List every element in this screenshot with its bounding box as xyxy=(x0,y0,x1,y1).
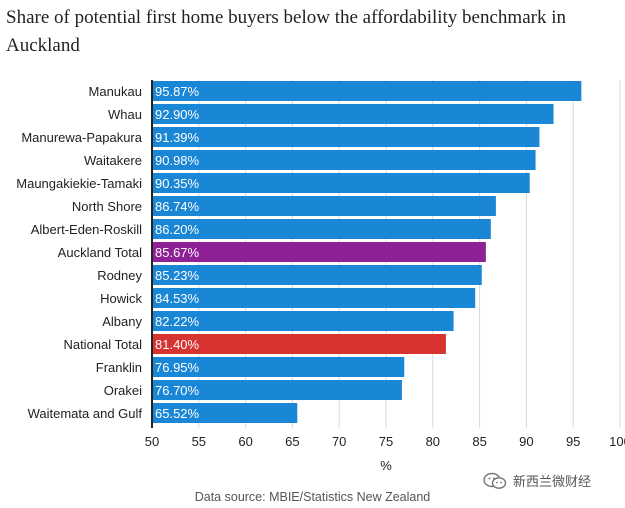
category-label: National Total xyxy=(63,337,142,352)
x-tick-label: 80 xyxy=(426,434,440,449)
data-label: 84.53% xyxy=(155,291,200,306)
data-label: 92.90% xyxy=(155,107,200,122)
data-label: 65.52% xyxy=(155,406,200,421)
x-tick-label: 60 xyxy=(238,434,252,449)
data-label: 76.95% xyxy=(155,360,200,375)
bar xyxy=(152,265,482,285)
data-label: 76.70% xyxy=(155,383,200,398)
x-tick-label: 85 xyxy=(472,434,486,449)
bar xyxy=(152,150,536,170)
data-label: 90.35% xyxy=(155,176,200,191)
bar xyxy=(152,311,454,331)
category-label: Howick xyxy=(100,291,142,306)
data-label: 85.67% xyxy=(155,245,200,260)
category-label: Manukau xyxy=(89,84,142,99)
x-axis-label: % xyxy=(380,458,392,473)
data-label: 85.23% xyxy=(155,268,200,283)
x-tick-label: 100 xyxy=(609,434,625,449)
bar xyxy=(152,334,446,354)
watermark-text: 新西兰微财经 xyxy=(513,475,592,490)
data-label: 90.98% xyxy=(155,153,200,168)
data-source: Data source: MBIE/Statistics New Zealand xyxy=(194,490,431,504)
x-tick-label: 70 xyxy=(332,434,346,449)
data-label: 86.20% xyxy=(155,222,200,237)
x-tick-label: 90 xyxy=(519,434,533,449)
category-label: Orakei xyxy=(104,383,142,398)
category-label: Albany xyxy=(102,314,142,329)
category-label: Waitakere xyxy=(84,153,142,168)
data-label: 95.87% xyxy=(155,84,200,99)
data-label: 86.74% xyxy=(155,199,200,214)
x-tick-label: 75 xyxy=(379,434,393,449)
bar xyxy=(152,127,540,147)
category-label: Albert-Eden-Roskill xyxy=(31,222,142,237)
category-label: Whau xyxy=(108,107,142,122)
category-label: North Shore xyxy=(72,199,142,214)
data-label: 81.40% xyxy=(155,337,200,352)
bar xyxy=(152,196,496,216)
watermark: 新西兰微财经 xyxy=(483,471,591,490)
x-tick-label: 55 xyxy=(192,434,206,449)
x-tick-label: 95 xyxy=(566,434,580,449)
bar xyxy=(152,173,530,193)
data-label: 91.39% xyxy=(155,130,200,145)
bar xyxy=(152,219,491,239)
category-label: Auckland Total xyxy=(58,245,142,260)
category-label: Maungakiekie-Tamaki xyxy=(16,176,142,191)
bar xyxy=(152,288,476,308)
x-tick-label: 50 xyxy=(145,434,159,449)
bar xyxy=(152,403,298,423)
category-label: Manurewa-Papakura xyxy=(21,130,142,145)
category-label: Franklin xyxy=(96,360,142,375)
category-label: Waitemata and Gulf xyxy=(28,406,143,421)
data-label: 82.22% xyxy=(155,314,200,329)
chart-title: Share of potential first home buyers bel… xyxy=(6,7,566,56)
bar xyxy=(152,357,405,377)
bar xyxy=(152,380,402,400)
x-tick-label: 65 xyxy=(285,434,299,449)
bar xyxy=(152,242,486,262)
bar xyxy=(152,104,554,124)
wechat-icon xyxy=(483,472,507,490)
bar xyxy=(152,81,582,101)
category-label: Rodney xyxy=(97,268,142,283)
